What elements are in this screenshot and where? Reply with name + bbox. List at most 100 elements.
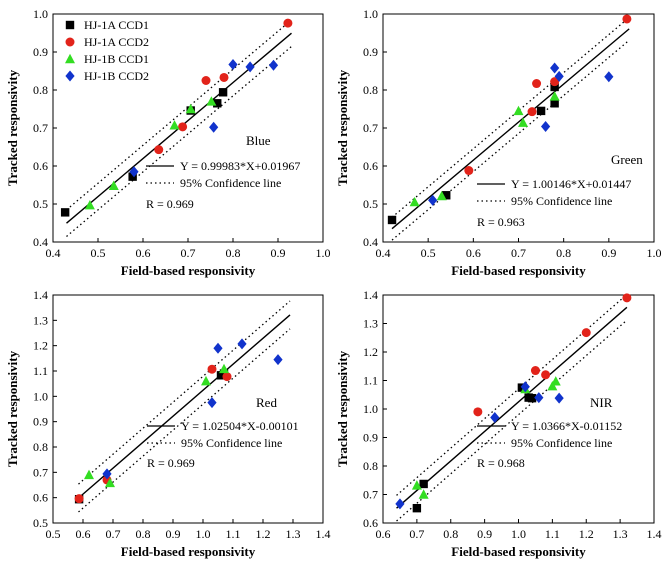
data-point <box>169 120 180 130</box>
y-tick-label: 0.6 <box>363 516 378 530</box>
regression-line <box>78 314 291 499</box>
series-hj-1a-ccd2 <box>464 14 632 176</box>
data-point <box>442 191 451 200</box>
confidence-line-lower <box>78 328 291 513</box>
r-value-label: R = 0.969 <box>147 456 195 470</box>
x-tick-label: 0.8 <box>226 246 241 260</box>
series-hj-1b-ccd2 <box>102 338 283 480</box>
data-point <box>554 392 564 404</box>
data-point <box>428 194 438 206</box>
legend-marker <box>65 37 75 47</box>
data-point <box>550 99 559 108</box>
panel-red: 0.5 0.6 0.7 0.8 0.9 1.0 1.1 1.2 1.3 1.4 0.5 0.6 0.7 0… <box>5 288 331 559</box>
x-axis-label: Field-based responsivity <box>451 263 586 278</box>
x-tick-label: 0.8 <box>556 246 571 260</box>
data-point <box>604 71 614 83</box>
y-axis-label: Tracked responsivity <box>5 69 20 186</box>
data-point <box>550 376 561 386</box>
x-tick-label: 0.9 <box>601 246 616 260</box>
y-tick-label: 0.7 <box>33 465 48 479</box>
data-point <box>209 121 219 133</box>
y-tick-label: 0.4 <box>33 235 48 249</box>
y-tick-label: 0.9 <box>33 45 48 59</box>
data-point <box>245 61 255 73</box>
panel-green: 0.4 0.5 0.6 0.7 0.8 0.9 1.0 0.4 0.5 0.6 0.7 0.8 0.9 1… <box>335 7 662 278</box>
r-value-label: R = 0.968 <box>477 456 525 470</box>
data-point <box>108 180 119 190</box>
y-tick-label: 1.0 <box>363 7 378 21</box>
x-tick-label: 1.3 <box>613 527 628 541</box>
fit-equation: Y = 1.0366*X-0.01152 <box>511 419 622 433</box>
x-tick-label: 0.8 <box>136 527 151 541</box>
series-hj-1b-ccd1 <box>409 91 560 207</box>
y-tick-label: 1.3 <box>33 313 48 327</box>
y-tick-label: 1.0 <box>33 389 48 403</box>
y-tick-label: 0.6 <box>33 491 48 505</box>
data-point <box>581 328 591 338</box>
ci-label: 95% Confidence line <box>180 176 281 190</box>
y-tick-label: 0.8 <box>363 83 378 97</box>
data-point <box>387 215 397 225</box>
data-point <box>530 366 540 376</box>
data-point <box>128 172 137 181</box>
regression-line <box>396 306 628 509</box>
x-tick-label: 0.6 <box>376 527 391 541</box>
y-tick-label: 0.8 <box>363 459 378 473</box>
ci-label: 95% Confidence line <box>181 436 282 450</box>
series-hj-1b-ccd1 <box>84 96 217 210</box>
data-point <box>520 381 530 393</box>
data-point <box>84 469 94 480</box>
data-point <box>536 106 546 116</box>
data-point <box>219 72 229 82</box>
y-tick-label: 0.7 <box>363 121 378 135</box>
data-point <box>411 480 422 490</box>
data-point <box>237 338 247 350</box>
x-tick-label: 0.9 <box>271 246 286 260</box>
legend-marker <box>65 70 75 82</box>
series-hj-1b-ccd2 <box>428 62 614 206</box>
x-tick-label: 0.5 <box>421 246 436 260</box>
confidence-line-upper <box>396 295 628 496</box>
data-point <box>436 190 447 201</box>
data-point <box>550 82 559 92</box>
data-point <box>218 88 228 97</box>
series-legend: HJ-1A CCD1 HJ-1A CCD2 HJ-1B CCD1 HJ-1B CCD2 <box>65 18 149 83</box>
data-point <box>228 59 238 71</box>
data-point <box>219 363 229 374</box>
y-tick-label: 1.1 <box>33 364 48 378</box>
x-tick-label: 1.2 <box>256 527 271 541</box>
band-label: NIR <box>590 395 613 410</box>
data-point <box>84 199 95 210</box>
y-tick-label: 1.1 <box>363 374 378 388</box>
x-tick-label: 0.7 <box>511 246 526 260</box>
data-point <box>419 479 428 489</box>
data-point <box>178 122 188 132</box>
legend-entry: HJ-1A CCD1 <box>84 18 149 32</box>
data-point <box>622 14 632 24</box>
series-hj-1a-ccd2 <box>154 18 293 155</box>
data-point <box>527 107 537 117</box>
data-point <box>268 59 279 71</box>
x-tick-label: 1.3 <box>286 527 301 541</box>
r-value-label: R = 0.963 <box>477 215 525 229</box>
data-point <box>518 117 529 127</box>
fit-equation: Y = 0.99983*X+0.01967 <box>180 159 300 173</box>
ci-label: 95% Confidence line <box>511 194 612 208</box>
series-hj-1b-ccd1 <box>84 363 229 488</box>
data-point <box>622 293 632 303</box>
data-point <box>74 494 84 504</box>
data-point <box>273 354 283 366</box>
data-point <box>129 166 139 178</box>
x-tick-label: 0.8 <box>443 527 458 541</box>
panel-blue: 0.4 0.5 0.6 0.7 0.8 0.9 1.0 0.4 0.5 0.6 0.7 0.8 0.9 1… <box>5 7 331 278</box>
series-hj-1a-ccd1 <box>387 82 559 225</box>
series-hj-1b-ccd2 <box>395 381 564 510</box>
data-point <box>532 79 542 89</box>
plot-frame <box>382 294 655 524</box>
y-axis-label: Tracked responsivity <box>5 350 20 467</box>
panel-nir: 0.6 0.7 0.8 0.9 1.0 1.1 1.2 1.3 1.4 0.6 0.7 0.8 0.9 1… <box>335 288 662 559</box>
y-tick-label: 0.6 <box>363 159 378 173</box>
data-point <box>550 77 560 87</box>
r-value-label: R = 0.969 <box>146 197 194 211</box>
